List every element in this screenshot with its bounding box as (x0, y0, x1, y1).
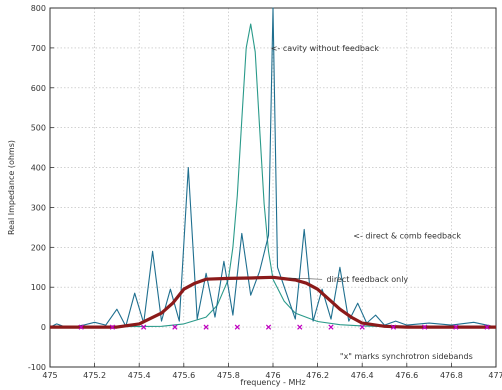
annotation-label: direct feedback only (327, 275, 409, 284)
y-tick-label: 600 (31, 84, 46, 93)
annotation-label: <- direct & comb feedback (353, 231, 461, 240)
y-tick-label: 300 (31, 203, 46, 212)
sideband-marker (297, 324, 303, 330)
series-line-3 (50, 275, 496, 329)
x-tick-label: 476.8 (440, 371, 463, 380)
chart-annotations: <- cavity without feedback <- direct & co… (271, 44, 473, 361)
sideband-marker (234, 324, 240, 330)
y-tick-label: 0 (41, 323, 46, 332)
sideband-marker (328, 324, 334, 330)
y-tick-label: -100 (28, 363, 46, 372)
y-tick-label: 400 (31, 164, 46, 173)
x-tick-label: 475.6 (172, 371, 195, 380)
y-tick-label: 800 (31, 4, 46, 13)
sideband-marker (203, 324, 209, 330)
sideband-marker (453, 324, 459, 330)
series-line-2 (49, 7, 497, 328)
series-line-1 (49, 23, 496, 328)
y-axis-ticks: -100 0 100 200 300 400 500 600 700 800 (28, 4, 54, 372)
x-tick-label: 476.4 (351, 371, 374, 380)
annotation-label: "x" marks synchrotron sidebands (340, 352, 473, 361)
x-tick-label: 475.4 (128, 371, 151, 380)
annotation-label: <- cavity without feedback (271, 44, 380, 53)
x-tick-label: 476.6 (395, 371, 418, 380)
x-tick-label: 475.8 (217, 371, 240, 380)
annotation-leader (288, 277, 323, 280)
sideband-marker (141, 324, 147, 330)
y-tick-label: 700 (31, 44, 46, 53)
sideband-marker (265, 324, 272, 330)
y-tick-label: 100 (31, 283, 46, 292)
y-tick-label: 200 (31, 243, 46, 252)
series-lines (49, 7, 497, 329)
x-tick-label: 475 (42, 371, 57, 380)
sideband-marker (109, 324, 116, 330)
sideband-marker (78, 324, 84, 330)
sideband-marker (390, 324, 397, 330)
x-tick-label: 476.2 (306, 371, 329, 380)
sideband-marker (422, 324, 428, 330)
x-tick-label: 475.2 (83, 371, 106, 380)
sideband-marker (359, 324, 365, 330)
x-axis-ticks: 475 475.2 475.4 475.6 475.8 476 476.2 476.4 476.… (42, 363, 502, 380)
x-tick-label: 477 (488, 371, 502, 380)
x-tick-label: 476 (265, 371, 280, 380)
x-axis-label: frequency - MHz (240, 378, 305, 387)
sideband-markers (78, 324, 490, 330)
y-axis-label: Real Impedance (ohms) (7, 140, 16, 235)
sideband-marker (172, 324, 178, 330)
y-tick-label: 500 (31, 124, 46, 133)
sideband-marker (484, 324, 490, 330)
